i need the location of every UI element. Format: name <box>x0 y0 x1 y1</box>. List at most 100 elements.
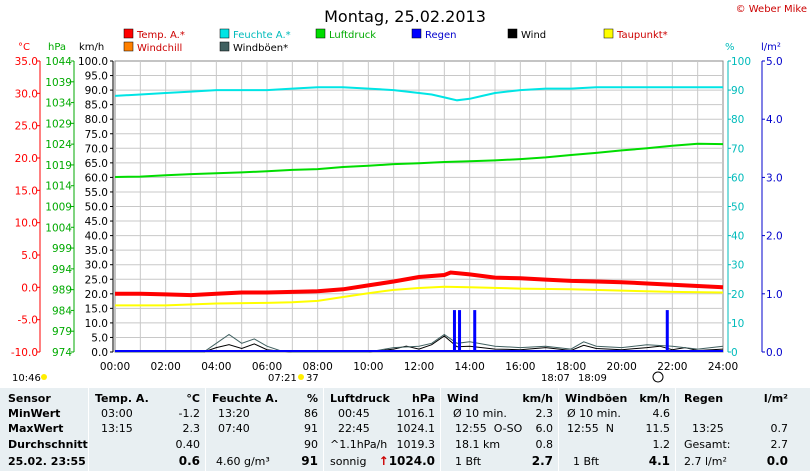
sunrise-icon <box>298 374 304 380</box>
rain-sum: 2.7 l/m² <box>684 455 727 468</box>
temp-tick-label: 5.0 <box>21 250 38 262</box>
legend-label-4: Wind <box>521 30 546 41</box>
statistics-table: Sensor MinWert MaxWert Durchschnitt 25.0… <box>0 388 810 471</box>
legend-label-0: Temp. A.* <box>136 30 185 41</box>
wind-tick-label: 45.0 <box>85 216 108 228</box>
temp-tick-label: -10.0 <box>11 347 38 359</box>
wind-column: Wind km/h Ø 10 min. 2.3 12:55 O-SO 6.0 1… <box>440 388 559 471</box>
gusts-column: Windböen km/h Ø 10 min. 4.6 12:55 N 11.5… <box>558 388 676 471</box>
humidity-tick-label: 40 <box>731 231 744 243</box>
pressure-tick-label: 1039 <box>45 77 72 89</box>
rain-total-label: Gesamt: <box>684 438 731 451</box>
x-tick-label: 10:00 <box>353 361 383 373</box>
wind-tick-label: 15.0 <box>85 303 108 315</box>
humidity-tick-label: 50 <box>731 202 744 214</box>
wind-avg-value: 2.3 <box>535 407 554 420</box>
row-label-avg: Durchschnitt <box>8 438 88 451</box>
x-tick-label: 24:00 <box>708 361 738 373</box>
taupunkt-line <box>115 285 724 307</box>
temp-tick-label: 25.0 <box>15 121 38 133</box>
temp-unit-label: °C <box>18 42 30 53</box>
pressure-tick-label: 1024 <box>45 139 72 151</box>
legend-label-5: Taupunkt* <box>616 30 668 41</box>
legend-swatch-1 <box>219 28 230 39</box>
wind-unit-label: km/h <box>79 42 104 53</box>
legend-swatch-2 <box>315 28 326 39</box>
pressure-tick-label: 1029 <box>45 118 72 130</box>
legend-label-7: Windböen* <box>233 43 288 54</box>
wind-tick-label: 60.0 <box>85 172 108 184</box>
gusts-beaufort: 1 Bft <box>573 455 600 468</box>
wind-max-value: 6.0 <box>535 422 554 435</box>
pressure-avg-value: 1019.3 <box>396 438 436 451</box>
pressure-tick-label: 1034 <box>45 98 72 110</box>
humidity-tick-label: 0 <box>731 347 738 359</box>
pressure-current-value: ↑1024.0 <box>379 454 435 468</box>
humidity-tick-label: 70 <box>731 143 744 155</box>
wind-tick-label: 40.0 <box>85 231 108 243</box>
pressure-tick-label: 1009 <box>45 202 72 214</box>
legend-label-6: Windchill <box>137 43 182 54</box>
wind-tick-label: 25.0 <box>85 274 108 286</box>
rain-unit-label: l/m² <box>761 42 781 53</box>
pressure-tick-label: 994 <box>52 264 72 276</box>
wind-tick-label: 50.0 <box>85 202 108 214</box>
humidity-header: Feuchte A. <box>212 392 279 405</box>
pressure-tick-label: 974 <box>52 347 72 359</box>
humidity-unit: % <box>306 392 318 405</box>
pressure-column: Luftdruck hPa 00:45 1016.1 22:45 1024.1 … <box>323 388 441 471</box>
wind-tick-label: 85.0 <box>85 100 108 112</box>
pressure-unit-label: hPa <box>48 42 66 53</box>
x-tick-label: 14:00 <box>455 361 485 373</box>
humidity-min-value: 86 <box>304 407 318 420</box>
wind-tick-label: 5.0 <box>91 332 108 344</box>
pressure-tick-label: 1044 <box>45 56 72 68</box>
rain-header: Regen <box>684 392 724 405</box>
humidity-column: Feuchte A. % 13:20 86 07:40 91 90 4.60 g… <box>205 388 324 471</box>
temp-max-value: 2.3 <box>182 422 201 435</box>
pressure-min-value: 1016.1 <box>396 407 436 420</box>
weather-chart: Montag, 25.02.2013 © Weber Mike Temp. A.… <box>11 4 807 384</box>
wind-header: Wind <box>447 392 479 405</box>
astro-markers: 10:46 07:21 37 18:07 18:09 <box>12 371 664 384</box>
rain-tick-label: 2.0 <box>766 231 783 243</box>
windböen-line <box>115 333 724 353</box>
temp-max-time: 13:15 <box>101 422 133 435</box>
row-label-min: MinWert <box>8 407 61 420</box>
humidity-avg-value: 90 <box>304 438 318 451</box>
wind-beaufort: 1 Bft <box>455 455 482 468</box>
pressure-tick-label: 1019 <box>45 160 72 172</box>
chart-legend: Temp. A.* Feuchte A.* Luftdruck Regen Wind Ta… <box>123 28 668 54</box>
wind-max-time: 12:55 O-SO <box>455 422 523 435</box>
feuchte-a-line <box>114 86 723 102</box>
temp-tick-label: 20.0 <box>15 153 38 165</box>
rain-max-value: 0.7 <box>770 422 789 435</box>
humidity-tick-label: 30 <box>731 260 744 272</box>
gusts-current-value: 4.1 <box>648 454 670 468</box>
temp-current-value: 0.6 <box>178 454 200 468</box>
gusts-max-time: 12:55 N <box>567 422 614 435</box>
wind-run: 18.1 km <box>455 438 501 451</box>
legend-swatch-6 <box>123 41 134 52</box>
row-label-current: 25.02. 23:55 <box>8 455 86 468</box>
temp-min-value: -1.2 <box>178 407 200 420</box>
humidity-max-value: 91 <box>304 422 318 435</box>
rain-tick-label: 5.0 <box>766 56 783 68</box>
temp-tick-label: 30.0 <box>15 88 38 100</box>
pressure-max-time: 22:45 <box>338 422 370 435</box>
x-tick-label: 12:00 <box>404 361 434 373</box>
wind-unit: km/h <box>522 392 553 405</box>
gusts-avg-value: 4.6 <box>652 407 671 420</box>
legend-swatch-7 <box>219 41 230 52</box>
x-tick-label: 04:00 <box>201 361 231 373</box>
wind-tick-label: 100.0 <box>78 56 108 68</box>
wind-tick-label: 0.0 <box>91 347 108 359</box>
temp-column: Temp. A. °C 03:00 -1.2 13:15 2.3 0.40 0.… <box>88 388 206 471</box>
sunset-time: 18:07 <box>541 373 570 384</box>
humidity-tick-label: 80 <box>731 114 744 126</box>
pressure-trend: ^1.1hPa/h <box>330 438 388 451</box>
wind-tick-label: 65.0 <box>85 158 108 170</box>
axis-unit-labels: °C hPa km/h % l/m² <box>18 42 781 53</box>
moon-time-left: 10:46 <box>12 373 41 384</box>
wind-line <box>115 335 724 353</box>
